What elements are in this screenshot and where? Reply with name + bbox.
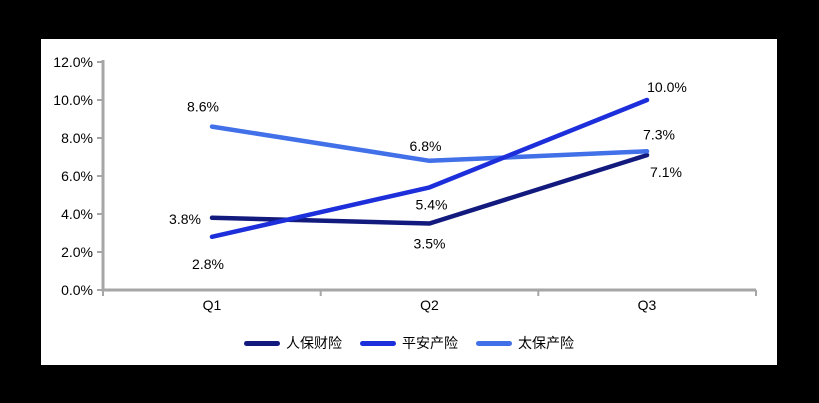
data-label-series-2: 7.3% <box>643 126 675 142</box>
y-axis-tick-label: 4.0% <box>61 206 93 222</box>
data-label-series-1: 10.0% <box>647 79 687 95</box>
chart-panel: 0.0% 2.0% 4.0% 6.0% 8.0% 10.0% 12.0% Q1 Q2 Q3 3.8%… <box>41 39 777 365</box>
legend-line-swatch-2 <box>476 340 512 346</box>
legend-label-0: 人保财险 <box>286 337 342 352</box>
data-label-series-0: 3.5% <box>414 236 446 252</box>
y-axis-tick-label: 12.0% <box>53 54 93 70</box>
legend-label-2: 太保产险 <box>518 337 574 352</box>
data-label-series-1: 5.4% <box>416 196 448 212</box>
line-chart: 0.0% 2.0% 4.0% 6.0% 8.0% 10.0% 12.0% Q1 Q2 Q3 3.8%… <box>53 54 757 313</box>
y-axis-tick-label: 8.0% <box>61 130 93 146</box>
x-category-label: Q1 <box>203 297 222 313</box>
legend-item-1: 平安产险 <box>360 333 458 353</box>
legend: 人保财险 平安产险 太保产险 <box>41 333 777 353</box>
data-label-series-2: 8.6% <box>187 99 219 115</box>
legend-line-swatch-0 <box>244 340 280 346</box>
y-axis-tick-label: 2.0% <box>61 244 93 260</box>
legend-label-1: 平安产险 <box>402 337 458 352</box>
data-label-series-2: 6.8% <box>410 138 442 154</box>
y-axis-tick-label: 10.0% <box>53 92 93 108</box>
series-line-2 <box>209 124 650 164</box>
data-label-series-0: 7.1% <box>650 164 682 180</box>
series-line-1 <box>209 97 650 240</box>
data-label-series-0: 3.8% <box>169 211 201 227</box>
y-axis-tick-label: 0.0% <box>61 282 93 298</box>
x-category-label: Q2 <box>420 297 439 313</box>
x-category-label: Q3 <box>638 297 657 313</box>
data-label-series-1: 2.8% <box>192 256 224 272</box>
legend-line-swatch-1 <box>360 340 396 346</box>
legend-item-2: 太保产险 <box>476 333 574 353</box>
y-axis-tick-label: 6.0% <box>61 168 93 184</box>
legend-item-0: 人保财险 <box>244 333 342 353</box>
